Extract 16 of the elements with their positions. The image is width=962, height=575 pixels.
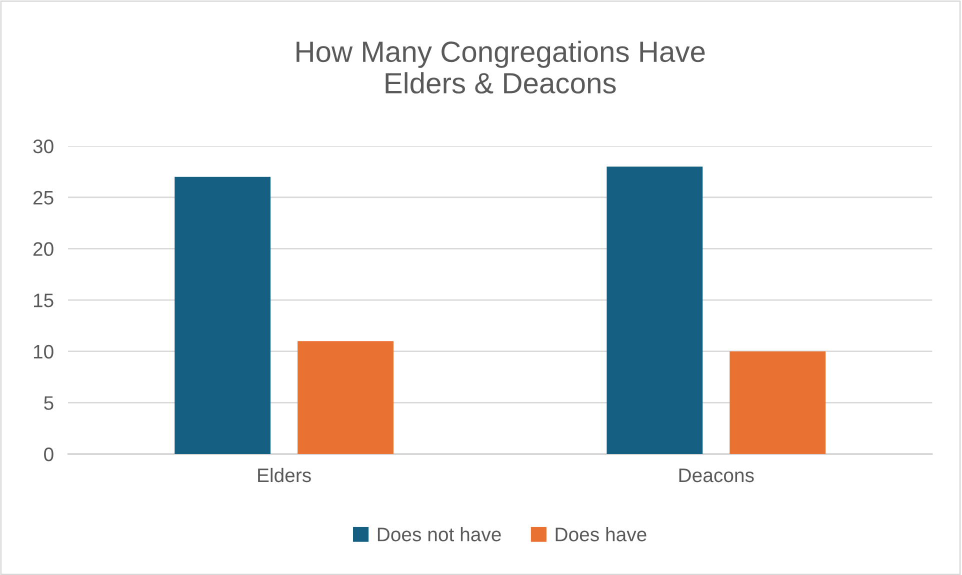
chart-title: How Many Congregations Have Elders & Deacons (296, 40, 705, 94)
x-tick-label: Elders (258, 468, 311, 482)
y-tick-label: 10 (34, 344, 54, 359)
y-tick-label: 20 (33, 242, 54, 256)
bar (606, 166, 703, 454)
y-tick-label: 30 (33, 140, 54, 154)
bar (298, 341, 394, 454)
y-tick-label: 15 (34, 294, 54, 308)
legend-label: Does have (556, 527, 646, 542)
bar (174, 176, 271, 454)
x-tick-label: Deacons (679, 468, 754, 482)
legend-label: Does not have (378, 527, 501, 542)
y-tick-label: 25 (33, 190, 54, 205)
y-tick-label: 0 (44, 447, 54, 462)
y-tick-label: 5 (44, 396, 54, 410)
bar (730, 351, 826, 454)
